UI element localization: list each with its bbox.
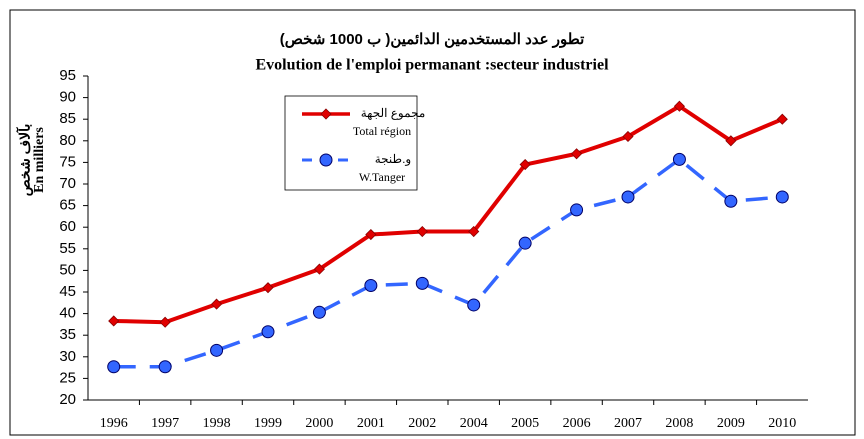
- point: [467, 298, 481, 312]
- x-tick-label: 2008: [665, 416, 693, 431]
- chart-title: تطور عدد المستخدمين الدائمين( ب 1000 شخص…: [280, 31, 585, 48]
- chart-subtitle: Evolution de l'emploi permanant :secteur…: [255, 57, 609, 74]
- point: [519, 158, 531, 171]
- point: [313, 263, 325, 275]
- x-tick-label: 2009: [717, 416, 745, 431]
- point: [261, 325, 275, 339]
- point: [570, 203, 584, 217]
- point: [158, 360, 172, 374]
- point: [210, 343, 224, 357]
- y-tick-label: 30: [59, 348, 76, 365]
- point: [776, 113, 788, 125]
- point: [518, 236, 532, 250]
- point: [312, 305, 326, 319]
- x-tick-label: 1999: [254, 416, 282, 431]
- point: [320, 108, 332, 120]
- y-tick-label: 35: [59, 326, 76, 343]
- x-tick-label: 2007: [614, 416, 642, 431]
- chart-frame: [9, 9, 856, 436]
- y-axis-label: En milliers: [32, 127, 47, 193]
- point: [364, 279, 378, 293]
- legend: [284, 95, 418, 191]
- point: [673, 100, 685, 112]
- x-tick-label: 2005: [511, 416, 539, 431]
- y-tick-label: 85: [59, 110, 76, 127]
- point: [159, 316, 171, 328]
- point: [725, 135, 737, 147]
- y-tick-label: 20: [59, 391, 76, 408]
- x-tick-label: 1997: [151, 416, 179, 431]
- y-tick-label: 95: [59, 67, 76, 84]
- y-tick-label: 60: [59, 218, 76, 235]
- x-tick-label: 2002: [408, 416, 436, 431]
- x-tick-label: 2001: [357, 416, 385, 431]
- point: [415, 276, 429, 290]
- x-tick-label: 2004: [460, 416, 488, 431]
- point: [672, 152, 686, 166]
- y-tick-label: 40: [59, 305, 76, 322]
- y-tick-label: 25: [59, 369, 76, 386]
- x-tick-label: 2006: [563, 416, 591, 431]
- point: [262, 282, 274, 294]
- point: [775, 190, 789, 204]
- point: [571, 148, 583, 160]
- point: [211, 298, 223, 310]
- y-tick-label: 80: [59, 132, 76, 149]
- y-tick-label: 70: [59, 175, 76, 192]
- point: [416, 225, 428, 238]
- y-tick-label: 55: [59, 240, 76, 257]
- y-tick-label: 50: [59, 261, 76, 278]
- series-line: [113, 104, 784, 325]
- y-tick-label: 90: [59, 89, 76, 106]
- point: [107, 360, 121, 374]
- point: [724, 194, 738, 208]
- x-tick-label: 2000: [305, 416, 333, 431]
- y-tick-label: 65: [59, 197, 76, 214]
- series-line: [113, 157, 783, 369]
- legend-label: W.Tanger: [359, 170, 405, 184]
- x-tick-label: 2010: [768, 416, 796, 431]
- point: [468, 225, 480, 238]
- point: [319, 153, 333, 167]
- legend-label: Total région: [353, 124, 411, 138]
- y-axis-label: بآلاف شخص: [16, 124, 34, 196]
- legend-label: و.طنجة: [375, 152, 411, 166]
- x-tick-label: 1996: [100, 416, 128, 431]
- y-tick-label: 45: [59, 283, 76, 300]
- legend-label: مجموع الجهة: [361, 106, 426, 120]
- point: [621, 190, 635, 204]
- point: [108, 315, 120, 327]
- point: [365, 228, 377, 241]
- x-tick-label: 1998: [203, 416, 231, 431]
- y-tick-label: 75: [59, 153, 76, 170]
- point: [622, 130, 634, 143]
